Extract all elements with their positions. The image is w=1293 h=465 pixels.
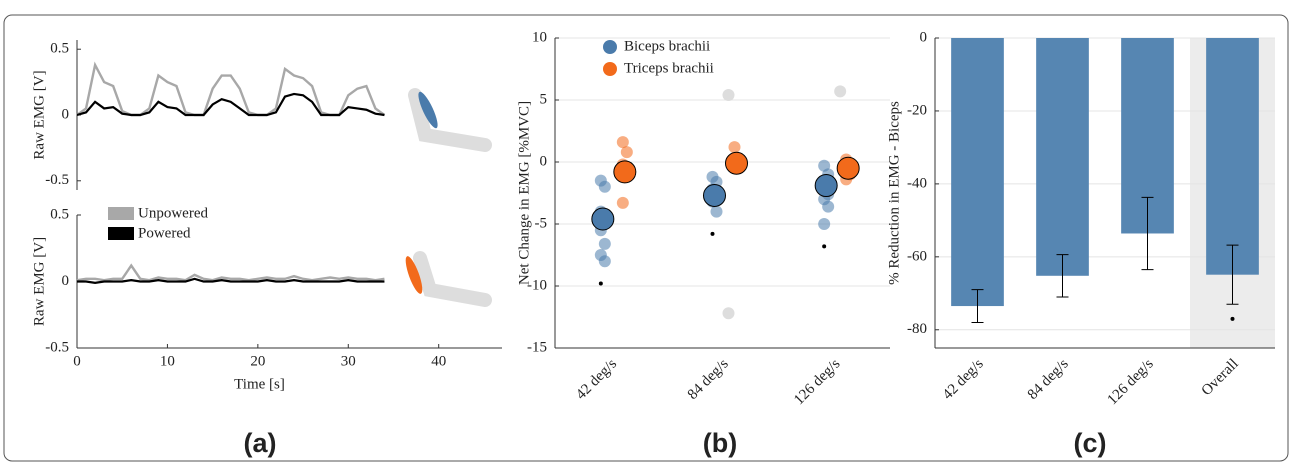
- outlier: [834, 85, 847, 98]
- y-tick-label: -5: [535, 215, 548, 231]
- significance-dot: [822, 244, 827, 249]
- legend-label: Triceps brachii: [624, 60, 714, 76]
- mean-point: [836, 156, 860, 180]
- subject-point: [598, 255, 611, 268]
- x-tick-label: 84 deg/s: [685, 356, 732, 403]
- x-tick-label: 10: [160, 353, 175, 369]
- outlier: [722, 307, 735, 320]
- subject-point: [616, 136, 629, 149]
- x-tick-label: 30: [341, 353, 356, 369]
- significance-dot: [710, 231, 715, 236]
- x-tick-label: 42 deg/s: [940, 356, 987, 403]
- legend-marker: [603, 40, 617, 54]
- y-tick-label: -60: [907, 248, 927, 264]
- y-axis-label: Net Change in EMG [%MVC]: [516, 101, 532, 285]
- subject-point: [710, 205, 723, 218]
- y-tick-label: -0.5: [45, 339, 69, 355]
- x-tick-label: 126 deg/s: [791, 356, 843, 408]
- y-axis-label: Raw EMG [V]: [31, 237, 47, 326]
- y-tick-label: -0.5: [45, 172, 69, 188]
- x-tick-label: 126 deg/s: [1104, 356, 1156, 408]
- significance-dot: [598, 281, 603, 286]
- legend-swatch: [108, 207, 134, 220]
- x-tick-label: 40: [431, 353, 446, 369]
- y-tick-label: -20: [907, 102, 927, 118]
- legend-label: Biceps brachii: [624, 38, 710, 54]
- error-bar: [1226, 244, 1239, 305]
- legend-swatch: [108, 227, 134, 240]
- emg-envelope: [76, 61, 386, 117]
- legend-marker: [603, 62, 617, 76]
- y-tick-label: -40: [907, 175, 927, 191]
- mean-point: [613, 160, 637, 184]
- y-tick-label: 10: [532, 29, 547, 45]
- y-tick-label: 5: [540, 91, 548, 107]
- bar: [951, 38, 1004, 307]
- subject-point: [620, 146, 633, 159]
- emg-envelope: [76, 263, 385, 282]
- panel-label: (a): [244, 428, 277, 458]
- x-tick-label: 0: [73, 353, 81, 369]
- panel-label: (c): [1074, 428, 1107, 458]
- subject-point: [598, 237, 611, 250]
- mean-point: [725, 151, 748, 175]
- subject-point: [616, 196, 629, 209]
- panel-label: (b): [703, 428, 737, 458]
- x-tick-label: 42 deg/s: [573, 356, 620, 403]
- mean-point: [703, 183, 726, 207]
- legend-label: Powered: [138, 225, 191, 241]
- subject-point: [728, 141, 741, 154]
- mean-point: [814, 174, 838, 198]
- y-axis-label: % Reduction in EMG - Biceps: [886, 101, 902, 285]
- y-tick-label: 0: [540, 153, 548, 169]
- y-tick-label: 0: [62, 106, 70, 122]
- subject-point: [822, 200, 835, 213]
- legend-label: Unpowered: [138, 205, 208, 221]
- x-tick-label: 84 deg/s: [1025, 356, 1072, 403]
- emg-envelope: [76, 92, 385, 117]
- y-tick-label: -10: [527, 277, 547, 293]
- error-bar: [1141, 196, 1154, 271]
- arm-icon: [405, 88, 492, 307]
- outlier: [722, 89, 735, 102]
- significance-dot: [1230, 316, 1235, 321]
- y-tick-label: -80: [907, 321, 927, 337]
- subject-point: [598, 180, 611, 193]
- y-tick-label: 0: [920, 29, 928, 45]
- emg-envelope: [77, 277, 385, 284]
- y-tick-label: 0.5: [50, 206, 69, 222]
- x-tick-label: Overall: [1199, 356, 1242, 399]
- y-tick-label: 0: [62, 273, 70, 289]
- y-tick-label: -15: [527, 339, 547, 355]
- x-tick-label: 20: [250, 353, 265, 369]
- y-axis-label: Raw EMG [V]: [31, 70, 47, 159]
- mean-point: [591, 207, 615, 231]
- bar: [1206, 38, 1259, 275]
- error-bar: [1056, 254, 1069, 298]
- y-tick-label: 0.5: [50, 41, 69, 57]
- error-bar: [971, 289, 984, 323]
- bar: [1036, 38, 1089, 276]
- frame: [3, 14, 1289, 462]
- x-axis-label: Time [s]: [234, 376, 285, 392]
- subject-point: [818, 218, 831, 230]
